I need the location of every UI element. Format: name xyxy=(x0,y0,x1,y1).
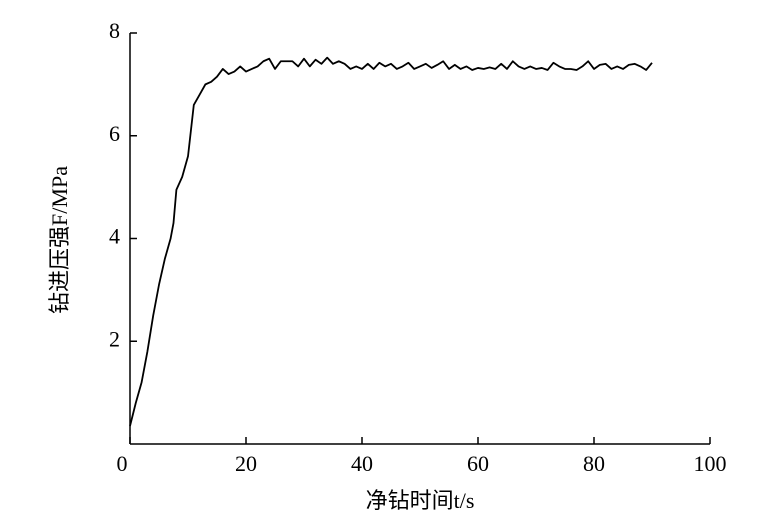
x-tick-label: 40 xyxy=(351,451,373,476)
x-tick-label: 100 xyxy=(694,451,727,476)
x-tick-label: 0 xyxy=(117,451,128,476)
y-tick-label: 4 xyxy=(109,224,120,249)
y-tick-label: 2 xyxy=(109,326,120,351)
data-line xyxy=(129,56,653,427)
x-tick-label: 20 xyxy=(235,451,257,476)
x-tick-label: 60 xyxy=(467,451,489,476)
x-tick-label: 80 xyxy=(583,451,605,476)
x-axis-label: 净钻时间t/s xyxy=(366,488,475,513)
y-axis-label: 钻进压强F/MPa xyxy=(47,166,72,314)
y-tick-label: 6 xyxy=(109,121,120,146)
y-tick-label: 8 xyxy=(109,18,120,43)
